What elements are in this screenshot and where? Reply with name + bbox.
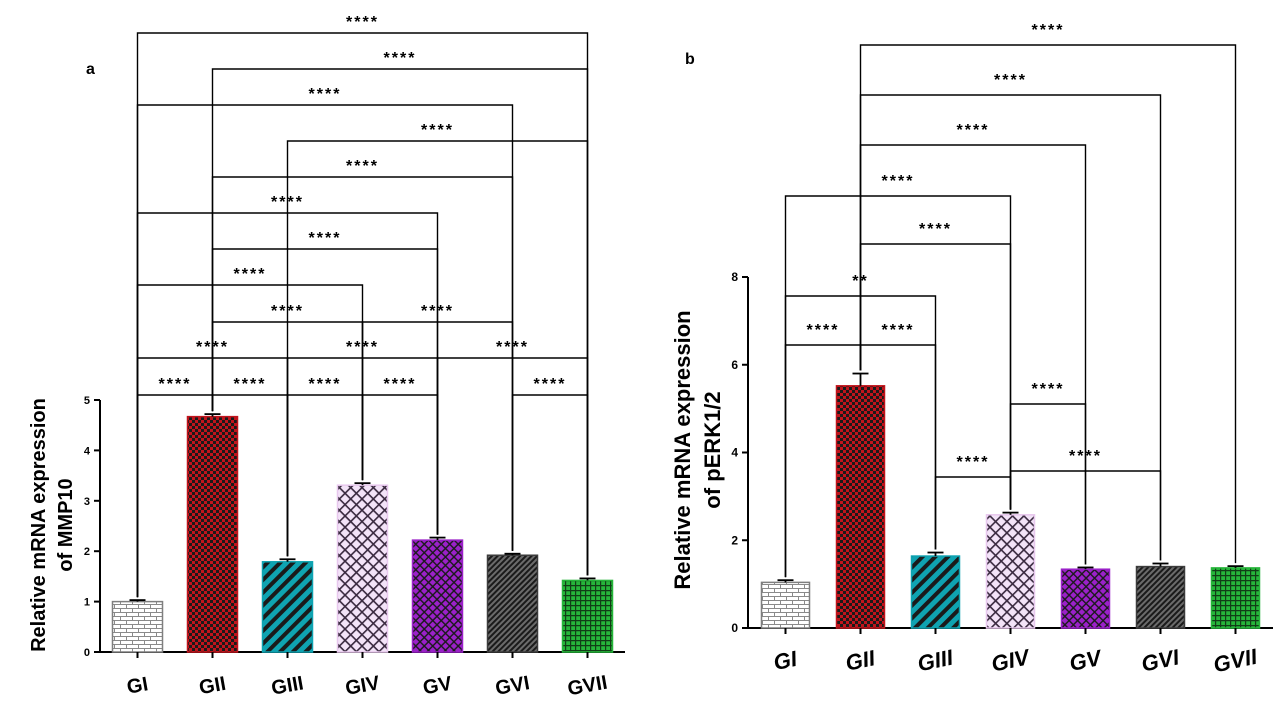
significance-label: **** [234, 266, 267, 283]
significance-label: **** [994, 72, 1027, 89]
y-tick-label: 1 [84, 597, 90, 609]
significance-label: **** [421, 122, 454, 139]
panel-a-chart: a Relative mRNA expression of MMP10 0 1 2 3 4 5 G… [28, 14, 625, 700]
significance-label: **** [1032, 381, 1065, 398]
x-category-label: GVII [1211, 644, 1260, 678]
y-tick-label: 3 [84, 496, 90, 508]
significance-label: **** [271, 303, 304, 320]
x-category-label: GII [197, 673, 227, 699]
bar-GVI [1135, 565, 1186, 629]
y-tick-label: 2 [84, 546, 90, 558]
panel-b-chart: b Relative mRNA expression of pERK1/2 0 2 4 6 8… [670, 22, 1273, 677]
significance-label: **** [807, 322, 840, 339]
significance-label: **** [271, 194, 304, 211]
y-axis-title-line2: of MMP10 [55, 478, 77, 571]
x-category-label: GVI [494, 672, 532, 700]
significance-label: **** [384, 376, 417, 393]
significance-bracket [136, 32, 589, 598]
significance-bracket [859, 144, 1087, 565]
bar-GV [1060, 568, 1111, 629]
significance-label: **** [309, 230, 342, 247]
x-category-label: GII [843, 645, 878, 676]
significance-bracket [859, 44, 1237, 564]
significance-label: **** [346, 158, 379, 175]
significance-bracket [136, 284, 364, 598]
x-category-label: GIV [989, 644, 1034, 677]
y-tick-label: 0 [731, 621, 738, 635]
panel-label: b [685, 51, 695, 68]
significance-label: **** [1032, 22, 1065, 39]
significance-label: **** [421, 303, 454, 320]
bar-GIV [985, 514, 1036, 629]
x-category-label: GV [1067, 645, 1106, 677]
significance-label: **** [1069, 448, 1102, 465]
bar-GI [111, 600, 164, 653]
significance-label: **** [309, 86, 342, 103]
x-category-label: GIII [270, 672, 306, 699]
significance-label: **** [384, 50, 417, 67]
significance-label: **** [159, 376, 192, 393]
bar-GII [186, 415, 239, 653]
significance-label: **** [882, 173, 915, 190]
significance-label: **** [346, 14, 379, 31]
significance-label: **** [309, 376, 342, 393]
significance-label: **** [919, 221, 952, 238]
significance-label: **** [957, 122, 990, 139]
y-tick-label: 4 [84, 445, 91, 457]
significance-bracket [511, 394, 589, 576]
y-tick-label: 2 [731, 533, 738, 547]
bar-GIII [910, 555, 961, 629]
significance-label: **** [496, 339, 529, 356]
bar-GVII [561, 579, 614, 653]
bar-GIII [261, 561, 314, 653]
significance-label: **** [346, 339, 379, 356]
bar-GII [835, 385, 886, 629]
y-tick-label: 0 [84, 647, 90, 659]
bar-GI [760, 581, 811, 629]
x-category-label: GI [771, 646, 800, 675]
x-category-label: GVI [1139, 644, 1182, 677]
x-category-label: GVII [566, 672, 609, 701]
x-category-label: GIII [915, 644, 956, 676]
x-category-label: GV [421, 673, 454, 700]
significance-label: **** [234, 376, 267, 393]
y-tick-label: 6 [731, 358, 738, 372]
significance-bracket [784, 195, 1012, 578]
significance-label: **** [882, 322, 915, 339]
x-category-label: GI [125, 673, 150, 698]
bar-GVI [486, 554, 539, 653]
significance-label: **** [957, 454, 990, 471]
bar-GV [411, 539, 464, 653]
y-tick-label: 5 [84, 395, 90, 407]
bar-GVII [1210, 567, 1261, 629]
significance-label: **** [534, 376, 567, 393]
panel-label: a [86, 61, 95, 78]
significance-label: ** [852, 273, 868, 290]
y-axis-title-line1: Relative mRNA expression [28, 398, 50, 652]
y-axis-title-line2: of pERK1/2 [700, 391, 725, 508]
significance-label: **** [196, 339, 229, 356]
y-tick-label: 8 [731, 270, 738, 284]
y-tick-label: 4 [731, 446, 738, 460]
y-axis-title-line1: Relative mRNA expression [670, 310, 695, 589]
bar-GIV [336, 484, 389, 653]
x-category-label: GIV [344, 672, 382, 700]
